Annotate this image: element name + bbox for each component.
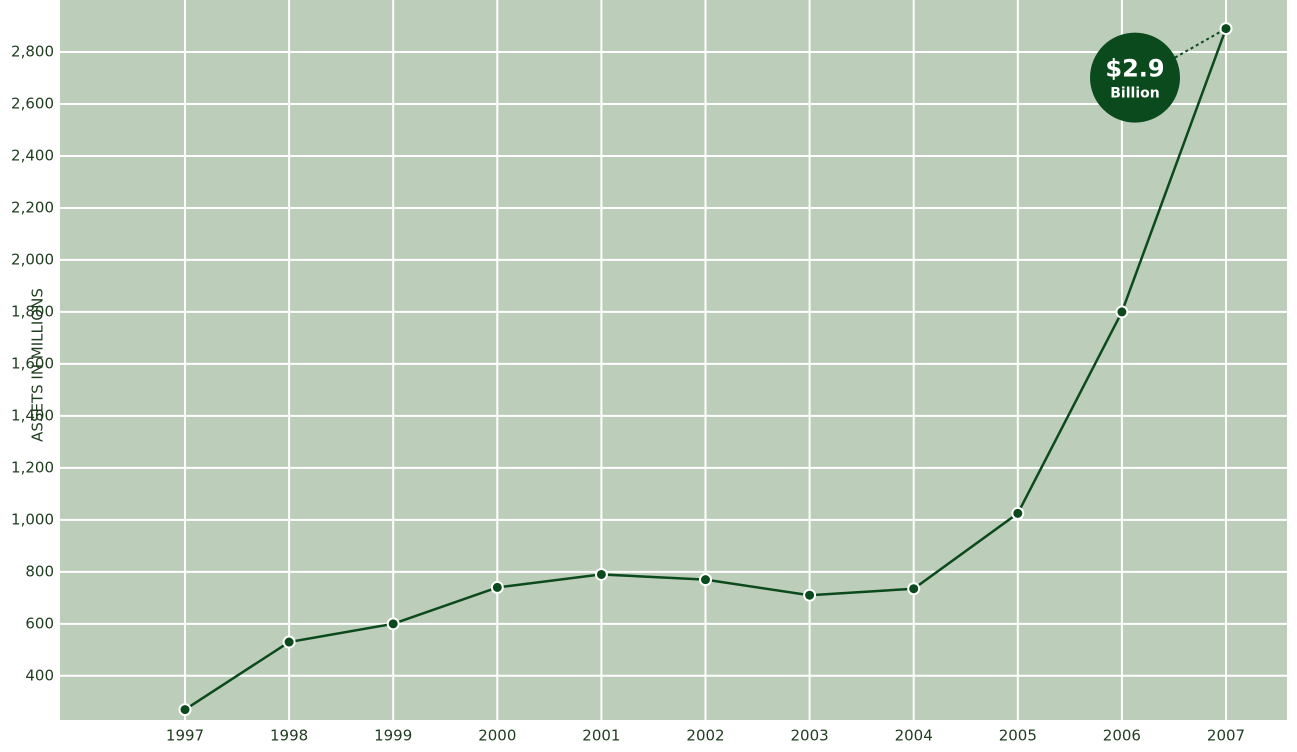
x-tick-label: 2007 xyxy=(1207,727,1245,745)
y-tick-label: 600 xyxy=(25,614,54,632)
point xyxy=(490,580,504,594)
y-tick-label: 2,600 xyxy=(11,94,54,112)
x-tick-label: 1999 xyxy=(374,727,412,745)
point xyxy=(699,573,712,587)
y-tick-label: 2,400 xyxy=(11,146,54,164)
annotation-badge xyxy=(1090,32,1180,123)
y-tick-label: 1,600 xyxy=(11,354,54,372)
y-axis-label: ASSETS IN MILLIONS xyxy=(29,288,47,442)
y-tick-label: 2,800 xyxy=(11,42,54,60)
point xyxy=(1115,305,1129,319)
point xyxy=(178,703,192,717)
x-tick-label: 1997 xyxy=(166,727,204,745)
y-tick-label: 2,000 xyxy=(11,250,54,268)
y-tick-label: 1,000 xyxy=(11,510,54,528)
annotation-unit: Billion xyxy=(1110,86,1159,102)
point xyxy=(803,588,817,602)
x-tick-label: 2004 xyxy=(895,727,933,745)
annotation-value: $2.9 xyxy=(1105,55,1164,83)
point xyxy=(1219,22,1233,36)
y-tick-label: 400 xyxy=(25,666,54,684)
x-tick-label: 2002 xyxy=(686,727,724,745)
y-tick-label: 1,400 xyxy=(11,406,54,424)
y-tick-label: 1,800 xyxy=(11,302,54,320)
x-tick-label: 1998 xyxy=(270,727,308,745)
x-tick-label: 2001 xyxy=(582,727,620,745)
point xyxy=(907,582,921,596)
point xyxy=(1011,506,1025,520)
x-tick-label: 2005 xyxy=(999,727,1037,745)
y-tick-label: 1,200 xyxy=(11,458,54,476)
point xyxy=(282,635,296,649)
plot-area xyxy=(60,0,1287,720)
point xyxy=(594,567,608,581)
x-tick-label: 2006 xyxy=(1103,727,1141,745)
x-tick-label: 2003 xyxy=(791,727,829,745)
annotation-leader xyxy=(1174,27,1227,59)
y-tick-label: 800 xyxy=(25,562,54,580)
y-tick-label: 2,200 xyxy=(11,198,54,216)
x-tick-label: 2000 xyxy=(478,727,516,745)
point xyxy=(386,617,400,631)
